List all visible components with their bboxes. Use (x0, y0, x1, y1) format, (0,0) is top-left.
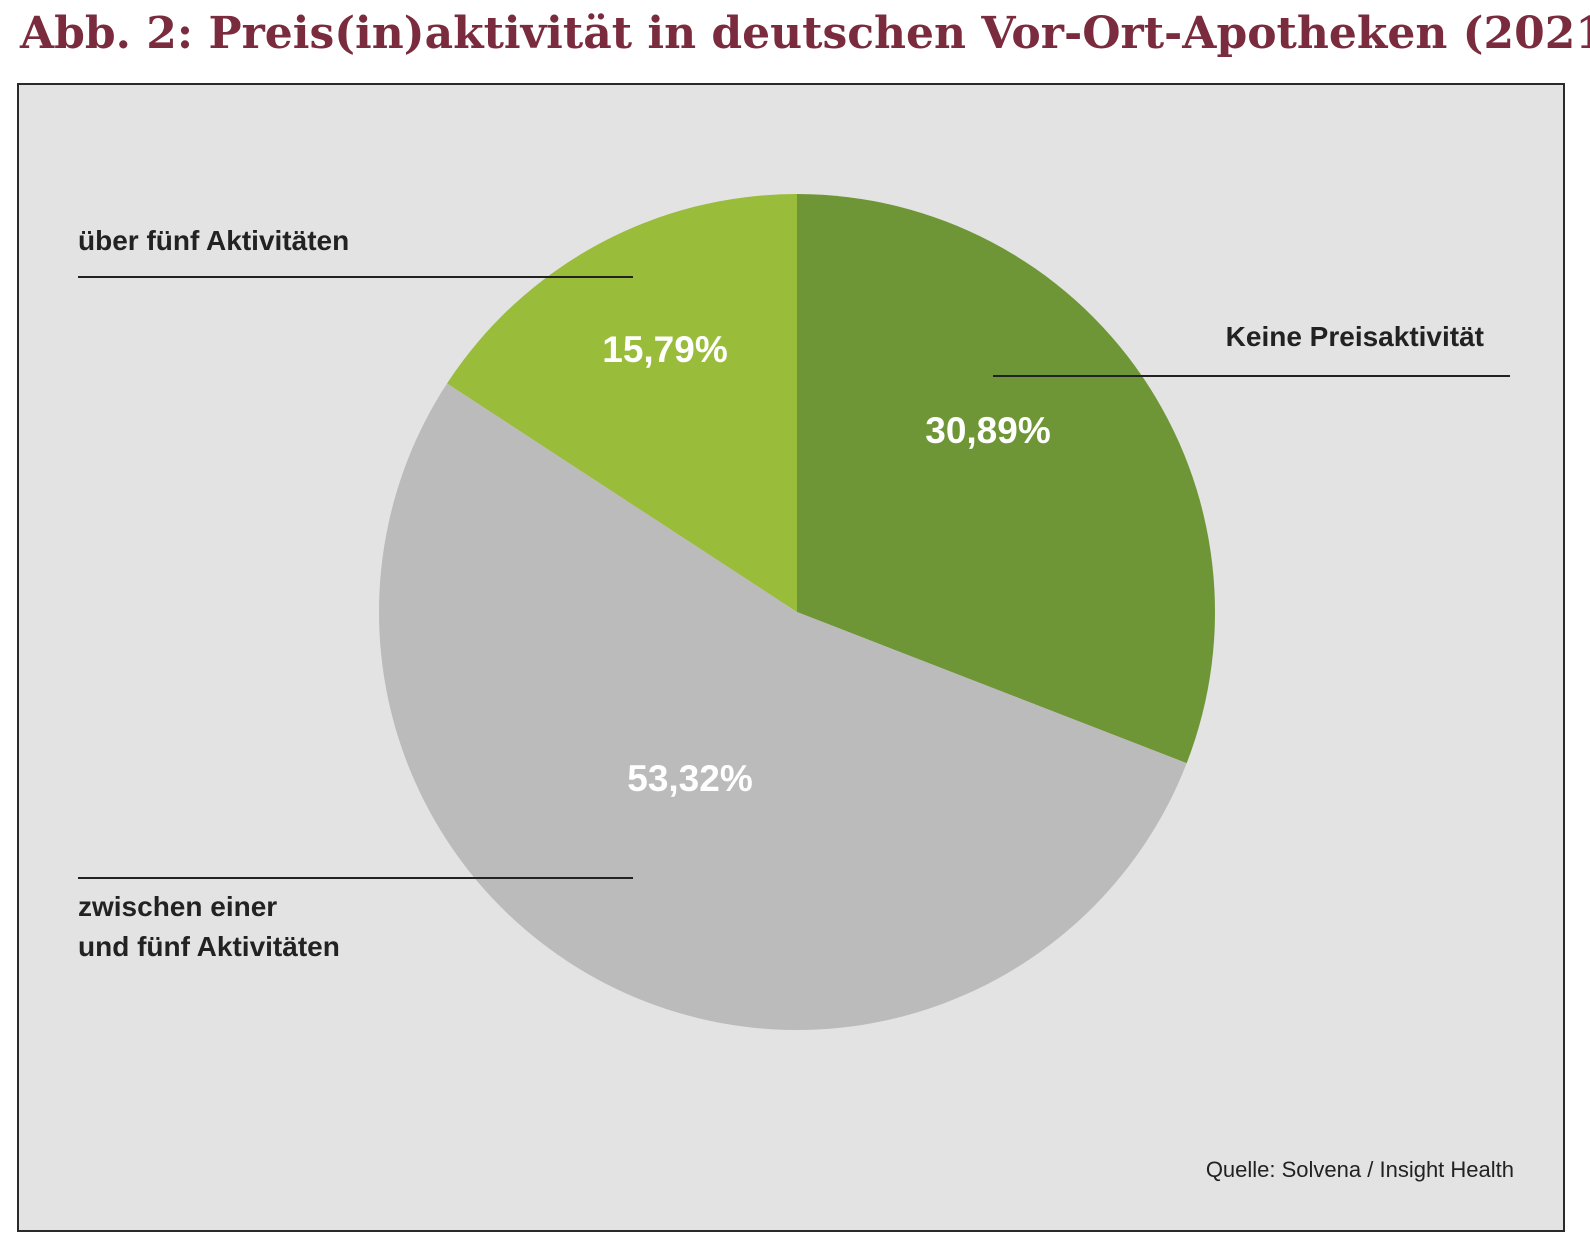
category-label-line: Keine Preisaktivität (1226, 321, 1484, 352)
slice-value-label: 30,89% (925, 410, 1051, 451)
pie-slice-zwischen-einer-und-fuenf-aktivitaeten (379, 383, 1187, 1030)
slice-value-label: 15,79% (602, 329, 728, 370)
category-label-line: zwischen einer (78, 891, 277, 922)
category-label-keine-preisaktivitaet: Keine Preisaktivität (1226, 321, 1484, 352)
leader-lines (78, 276, 1510, 879)
category-label-line: über fünf Aktivitäten (78, 225, 349, 256)
source-note: Quelle: Solvena / Insight Health (1205, 1157, 1514, 1182)
category-labels: Keine Preisaktivität zwischen einer und fü… (78, 225, 1484, 962)
chart-title: Abb. 2: Preis(in)aktivität in deutschen … (20, 8, 1590, 59)
category-label-line: und fünf Aktivitäten (78, 931, 340, 962)
category-label-ueber-fuenf-aktivitaeten: über fünf Aktivitäten (78, 225, 349, 256)
category-label-zwischen-einer-und-fuenf-aktivitaeten: zwischen einer und fünf Aktivitäten (78, 891, 340, 962)
pie-value-labels: 30,89% 53,32% 15,79% (602, 329, 1051, 799)
slice-value-label: 53,32% (627, 758, 753, 799)
pie-slice-ueber-fuenf-aktivitaeten (447, 194, 797, 612)
pie-slices (379, 194, 1215, 1030)
pie-slice-keine-preisaktivitaet (797, 194, 1215, 764)
